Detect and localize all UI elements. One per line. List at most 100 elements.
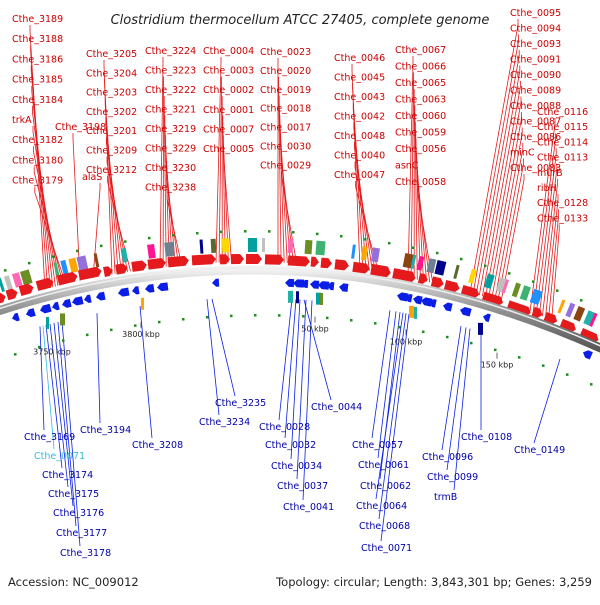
gene-label-top: Cthe_0113 (537, 153, 588, 164)
forward-gene-arrow (35, 277, 54, 291)
marker-dot (580, 299, 583, 302)
gene-label-top: Cthe_0088 (510, 101, 561, 112)
reverse-gene-arrow (405, 293, 413, 303)
gene-label-top: Cthe_0047 (334, 170, 385, 181)
label-leader-line (378, 313, 407, 520)
gene-label-top: ribH (537, 183, 557, 194)
gene-label-top: Cthe_0089 (510, 86, 561, 97)
feature-block (93, 253, 100, 268)
label-leader-line (441, 326, 462, 451)
forward-gene-arrow (131, 260, 147, 272)
gene-label-top: Cthe_0048 (334, 131, 385, 142)
accession-text: Accession: NC_009012 (8, 575, 139, 589)
forward-gene-arrow (191, 254, 216, 266)
marker-dot (292, 231, 295, 234)
scale-tick-label: 3750 kbp (33, 347, 71, 356)
gene-label-top: Cthe_0083 (510, 163, 561, 174)
scale-tick-label: 3800 kbp (122, 330, 160, 339)
gene-label-top: Cthe_0040 (334, 151, 385, 162)
marker-dot (470, 341, 473, 345)
inner-feature-track (46, 290, 483, 335)
label-leader-line (469, 19, 519, 293)
gene-label-top: Cthe_3182 (12, 135, 63, 146)
reverse-gene-arrow (285, 278, 295, 288)
feature-block (141, 297, 144, 310)
gene-label-top: Cthe_0045 (334, 73, 385, 84)
label-leader-line (162, 76, 165, 267)
feature-block (573, 305, 586, 322)
gene-label-bottom: Cthe_0099 (427, 472, 478, 483)
forward-gene-arrow (147, 258, 166, 270)
label-leader-line (488, 112, 522, 299)
feature-block (261, 238, 266, 253)
reverse-gene-arrow (460, 307, 472, 317)
feature-block (426, 258, 437, 274)
gene-label-top: Cthe_3186 (12, 54, 63, 65)
marker-dot (100, 244, 103, 248)
gene-label-top: Cthe_3198 (55, 122, 106, 133)
reverse-gene-arrow (132, 286, 140, 295)
feature-block (402, 253, 415, 269)
marker-dot (326, 316, 329, 320)
label-leader-line (211, 298, 236, 397)
label-leader-lines (29, 19, 561, 547)
marker-dot (148, 236, 151, 240)
marker-dot (494, 348, 497, 352)
reverse-gene-arrow (429, 299, 437, 308)
label-leader-line (107, 175, 131, 272)
label-leader-line (303, 299, 332, 401)
marker-dot (28, 261, 31, 265)
gene-label-top: Cthe_0019 (260, 85, 311, 96)
feature-block (565, 302, 576, 318)
label-leader-line (218, 76, 223, 263)
gene-label-top: Cthe_0007 (203, 124, 254, 135)
label-leader-line (106, 137, 125, 273)
label-leader-line (415, 138, 424, 281)
gene-label-bottom: Cthe_3169 (24, 432, 75, 443)
forward-strand-genes (0, 253, 599, 344)
marker-dots (4, 230, 593, 386)
forward-gene-arrow (506, 300, 531, 317)
label-leader-line (32, 105, 56, 287)
marker-dot (566, 373, 569, 376)
reverse-gene-labels: Cthe_3169 Cthe_0071 Cthe_3174 Cthe_3175 Cthe… (24, 398, 565, 559)
label-leader-line (57, 321, 77, 527)
feature-block (210, 238, 217, 254)
gene-label-bottom: trmB (434, 492, 457, 503)
forward-gene-labels: Cthe_3189 Cthe_3188 Cthe_3186 Cthe_3185 Cthe… (12, 8, 588, 224)
gene-label-top: Cthe_0018 (260, 104, 311, 115)
feature-block (199, 239, 204, 254)
forward-gene-arrow (531, 306, 543, 319)
label-leader-line (96, 313, 101, 424)
feature-block (483, 273, 495, 289)
marker-dot (460, 257, 463, 261)
label-leader-line (407, 56, 414, 278)
reverse-gene-arrow (40, 303, 52, 314)
gene-label-top: Cthe_0059 (395, 128, 446, 139)
label-leader-line (106, 156, 128, 272)
label-leader-line (532, 133, 556, 313)
gene-label-bottom: Cthe_0149 (514, 445, 565, 456)
gene-label-top: Cthe_3203 (86, 88, 137, 99)
reverse-gene-arrow (318, 281, 330, 290)
gene-label-top: Cthe_0003 (203, 66, 254, 77)
forward-gene-arrow (167, 255, 189, 268)
label-leader-line (92, 183, 101, 279)
forward-gene-arrow (310, 256, 319, 267)
marker-dot (268, 230, 271, 233)
gene-label-top: Cthe_0002 (203, 85, 254, 96)
forward-gene-arrow (219, 254, 230, 265)
marker-dot (398, 325, 401, 329)
genome-title: Clostridium thermocellum ATCC 27405, com… (111, 13, 490, 28)
feature-block (296, 291, 299, 304)
gene-label-top: Cthe_0063 (395, 95, 446, 106)
gene-label-bottom: Cthe_3235 (215, 398, 266, 409)
feature-block (583, 310, 598, 327)
label-leader-line (278, 298, 293, 421)
marker-dot (196, 231, 199, 235)
gene-label-bottom: Cthe_0061 (358, 460, 409, 471)
label-leader-line (538, 163, 558, 316)
label-leader-line (103, 60, 113, 275)
label-leader-line (446, 327, 467, 471)
